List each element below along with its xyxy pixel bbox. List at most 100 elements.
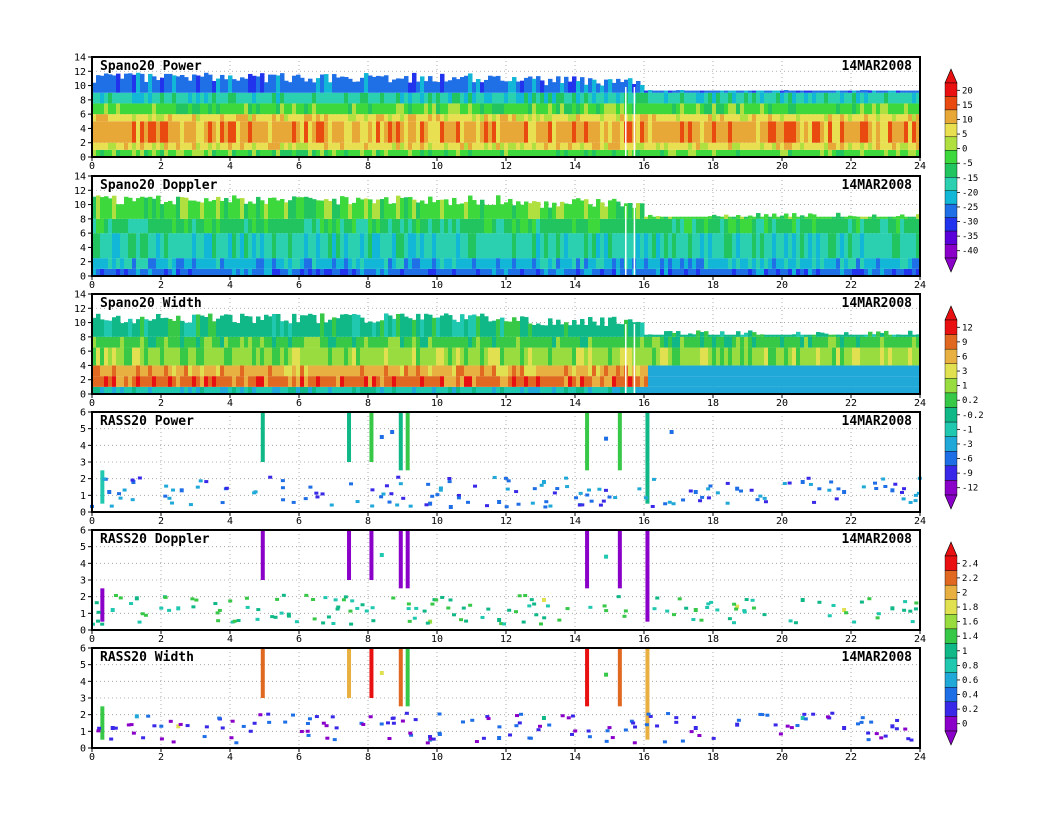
data-cell bbox=[656, 142, 661, 150]
data-cell bbox=[252, 336, 257, 348]
data-cell bbox=[484, 92, 489, 104]
data-cell bbox=[780, 103, 785, 115]
data-point bbox=[468, 603, 473, 607]
data-cell bbox=[800, 218, 805, 234]
data-point bbox=[456, 496, 461, 500]
data-cell bbox=[780, 215, 785, 219]
data-cell bbox=[160, 103, 165, 115]
data-cell bbox=[820, 142, 825, 150]
data-cell bbox=[544, 142, 549, 150]
data-point bbox=[497, 736, 502, 740]
data-cell bbox=[396, 365, 401, 377]
data-cell bbox=[476, 142, 481, 150]
data-cell bbox=[152, 114, 157, 122]
data-cell bbox=[644, 336, 649, 348]
data-point bbox=[514, 724, 519, 728]
data-cell bbox=[212, 321, 217, 337]
data-cell bbox=[820, 114, 825, 122]
data-cell bbox=[872, 334, 877, 337]
data-cell bbox=[356, 376, 361, 387]
data-cell bbox=[392, 79, 397, 93]
data-cell bbox=[512, 376, 517, 387]
data-point bbox=[163, 494, 168, 498]
data-cell bbox=[636, 376, 641, 387]
data-point bbox=[532, 487, 537, 491]
data-cell bbox=[152, 376, 157, 387]
data-cell bbox=[224, 376, 229, 387]
data-cell bbox=[728, 258, 733, 269]
data-cell bbox=[736, 149, 741, 157]
data-cell bbox=[464, 336, 469, 348]
data-cell bbox=[572, 76, 577, 93]
data-cell bbox=[216, 92, 221, 104]
data-cell bbox=[324, 92, 329, 104]
data-point bbox=[735, 604, 740, 609]
data-cell bbox=[716, 258, 721, 269]
data-cell bbox=[432, 103, 437, 115]
data-cell bbox=[288, 233, 293, 259]
data-cell bbox=[436, 347, 441, 366]
data-cell bbox=[144, 233, 149, 259]
data-cell bbox=[396, 121, 401, 143]
data-cell bbox=[280, 218, 285, 234]
data-cell bbox=[344, 386, 349, 394]
data-cell bbox=[336, 92, 341, 104]
data-cell bbox=[880, 258, 885, 269]
data-cell bbox=[836, 334, 841, 337]
data-cell bbox=[812, 258, 817, 269]
data-cell bbox=[676, 336, 681, 348]
data-point bbox=[699, 618, 704, 622]
data-cell bbox=[832, 90, 837, 93]
data-cell bbox=[636, 114, 641, 122]
data-cell bbox=[576, 365, 581, 377]
data-cell bbox=[352, 218, 357, 234]
data-point bbox=[671, 613, 676, 617]
x-tick-label: 12 bbox=[500, 752, 512, 763]
data-cell bbox=[280, 233, 285, 259]
data-point bbox=[514, 490, 519, 494]
data-cell bbox=[644, 233, 649, 259]
data-point bbox=[464, 619, 469, 623]
data-cell bbox=[748, 149, 753, 157]
data-cell bbox=[616, 121, 621, 143]
data-cell bbox=[712, 103, 717, 115]
data-cell bbox=[656, 90, 661, 93]
data-cell bbox=[552, 121, 557, 143]
data-cell bbox=[432, 218, 437, 234]
data-cell bbox=[444, 233, 449, 259]
data-cell bbox=[392, 268, 397, 276]
data-cell bbox=[240, 142, 245, 150]
data-point bbox=[708, 484, 713, 488]
data-cell bbox=[764, 365, 769, 377]
data-cell bbox=[172, 75, 177, 93]
data-cell bbox=[336, 77, 341, 93]
x-tick-label: 22 bbox=[845, 161, 857, 172]
data-cell bbox=[312, 386, 317, 394]
data-cell bbox=[532, 114, 537, 122]
data-cell bbox=[244, 114, 249, 122]
data-cell bbox=[656, 376, 661, 387]
data-cell bbox=[416, 233, 421, 259]
data-cell bbox=[440, 73, 445, 93]
data-cell bbox=[208, 313, 213, 337]
data-cell bbox=[244, 347, 249, 366]
data-cell bbox=[488, 347, 493, 366]
data-cell bbox=[772, 386, 777, 394]
data-cell bbox=[276, 365, 281, 377]
data-cell bbox=[660, 334, 665, 337]
data-cell bbox=[884, 268, 889, 276]
data-cell bbox=[588, 386, 593, 394]
data-cell bbox=[496, 121, 501, 143]
data-cell bbox=[224, 336, 229, 348]
data-cell bbox=[328, 233, 333, 259]
data-cell bbox=[536, 114, 541, 122]
data-cell bbox=[708, 114, 713, 122]
data-cell bbox=[444, 258, 449, 269]
data-cell bbox=[128, 336, 133, 348]
data-cell bbox=[860, 386, 865, 394]
data-cell bbox=[492, 268, 497, 276]
data-cell bbox=[392, 142, 397, 150]
colorbar-arrow-top bbox=[944, 68, 958, 84]
data-cell bbox=[676, 216, 681, 219]
data-cell bbox=[472, 142, 477, 150]
